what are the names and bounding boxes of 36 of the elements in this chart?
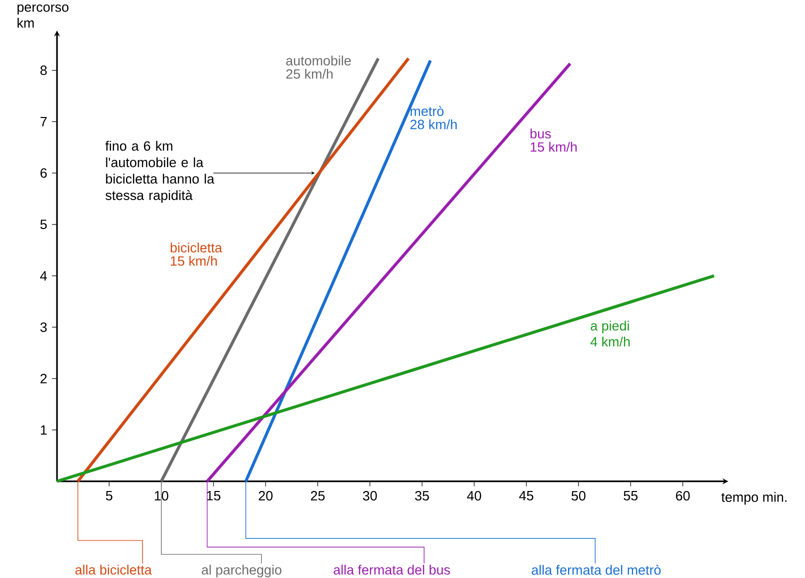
y-tick-label: 3 (40, 322, 47, 332)
y-tick-label: 8 (40, 65, 47, 75)
x-tick-label: 50 (572, 490, 586, 500)
annotation: 4 km/h (590, 336, 630, 346)
series-label: a piedi (590, 320, 629, 334)
x-axis-title: tempo min. (721, 492, 786, 504)
annotation: 15 km/h (170, 256, 217, 266)
annotation: 28 km/h (410, 119, 457, 130)
annotation: alla bicicletta (75, 564, 152, 574)
y-tick-label: 6 (40, 168, 47, 178)
x-tick-label: 60 (676, 490, 690, 500)
x-tick-label: 45 (519, 490, 534, 500)
series-label: bus (530, 128, 551, 138)
x-tick-label: 5 (106, 490, 112, 500)
x-tick-label: 35 (415, 490, 429, 500)
y-tick-label: 1 (40, 425, 47, 434)
x-tick-label: 15 (207, 490, 220, 500)
y-tick-label: 7 (40, 116, 47, 126)
annotation: 25 km/h (286, 68, 333, 79)
series-label: automobile (286, 55, 351, 66)
y-tick-label: 2 (40, 374, 47, 384)
annotation: alla fermata del bus (334, 564, 450, 574)
annotation: alla fermata del metrò (532, 564, 661, 575)
annotation: al parcheggio (202, 564, 282, 578)
y-tick-label: 5 (40, 220, 47, 229)
y-tick-label: 4 (40, 271, 47, 280)
text: bicicletta (170, 242, 222, 252)
y-axis-title: percorso km (18, 4, 68, 28)
x-tick-label: 55 (624, 490, 638, 500)
x-tick-label: 40 (467, 490, 482, 500)
x-tick-label: 20 (258, 490, 273, 500)
x-tick-label: 25 (310, 490, 325, 500)
annotation: fino a 6 km l'automobile e la bicicletta hanno la stessa rapidità (105, 140, 214, 203)
annotation: 15 km/h (530, 142, 577, 152)
x-tick-label: 30 (362, 490, 377, 500)
series-label: metrò (410, 106, 444, 116)
